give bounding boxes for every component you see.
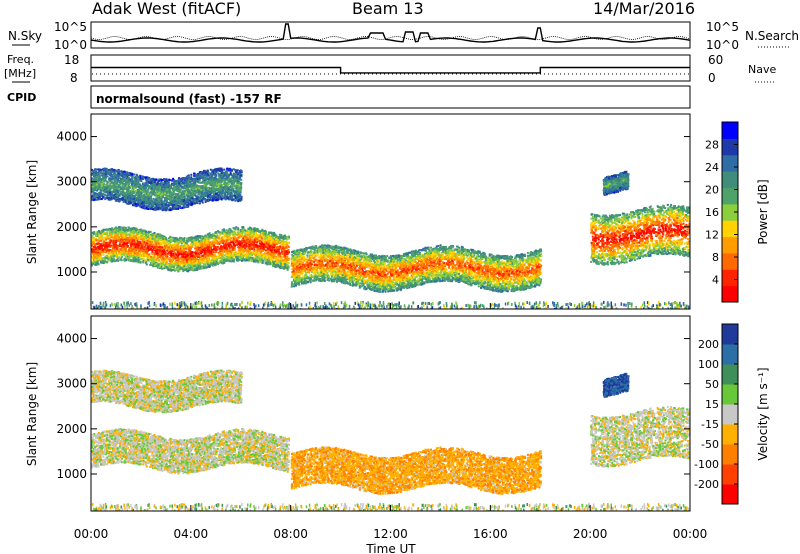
noise-left-label: N.Sky bbox=[8, 29, 42, 43]
cpid-panel-frame bbox=[90, 85, 691, 109]
velocity-yticks: 4000 3000 2000 1000 bbox=[56, 332, 690, 481]
ytick-label: 4000 bbox=[56, 130, 87, 144]
power-colorbar-label: Power [dB] bbox=[756, 179, 770, 244]
colorbar-tick: 16 bbox=[705, 206, 719, 219]
noise-sky-series bbox=[90, 23, 691, 43]
noise-left-tick-high: 10^5 bbox=[54, 20, 87, 34]
date-title: 14/Mar/2016 bbox=[593, 0, 695, 18]
xtick-label: 12:00 bbox=[373, 527, 408, 541]
colorbar-tick: 20 bbox=[705, 184, 719, 197]
noise-right-tick-high: 10^5 bbox=[706, 20, 739, 34]
ytick-label: 1000 bbox=[56, 265, 87, 279]
x-axis-label: Time UT bbox=[365, 542, 416, 554]
station-title: Adak West (fitACF) bbox=[92, 0, 241, 18]
cpid-label: CPID bbox=[7, 91, 36, 104]
nave-label: Nave bbox=[748, 63, 776, 76]
xtick-label: 04:00 bbox=[174, 527, 209, 541]
ytick-label: 3000 bbox=[56, 377, 87, 391]
colorbar-tick: 100 bbox=[698, 358, 719, 371]
beam-title: Beam 13 bbox=[352, 0, 424, 18]
colorbar-tick: -15 bbox=[701, 418, 719, 431]
colorbar-tick: -100 bbox=[694, 458, 719, 471]
colorbar-tick: 4 bbox=[712, 274, 719, 287]
noise-right-label: N.Search bbox=[745, 29, 799, 43]
noise-left-tick-low: 10^0 bbox=[54, 38, 87, 52]
freq-tick-high: 18 bbox=[64, 53, 79, 67]
velocity-colorbar: 200 100 50 15 -15 -50 -100 -200 bbox=[694, 323, 739, 505]
ytick-label: 2000 bbox=[56, 422, 87, 436]
colorbar-tick: 50 bbox=[705, 378, 719, 391]
noise-panel-frame bbox=[90, 21, 691, 49]
velocity-scatter-layer bbox=[91, 369, 690, 511]
xtick-label: 20:00 bbox=[573, 527, 608, 541]
ytick-label: 4000 bbox=[56, 332, 87, 346]
ytick-label: 2000 bbox=[56, 220, 87, 234]
freq-label-line1: Freq. bbox=[7, 53, 34, 66]
velocity-colorbar-label: Velocity [m s⁻¹] bbox=[756, 367, 770, 460]
xtick-label: 00:00 bbox=[673, 527, 708, 541]
colorbar-tick: -50 bbox=[701, 438, 719, 451]
x-axis: 00:00 04:00 08:00 12:00 16:00 20:00 00:00 bbox=[74, 303, 708, 541]
noise-search-series bbox=[90, 36, 691, 40]
freq-tick-low: 8 bbox=[70, 71, 78, 85]
xtick-label: 00:00 bbox=[74, 527, 109, 541]
colorbar-tick: -200 bbox=[694, 478, 719, 491]
ytick-label: 3000 bbox=[56, 175, 87, 189]
colorbar-tick: 8 bbox=[712, 251, 719, 264]
power-yticks: 4000 3000 2000 1000 bbox=[56, 130, 690, 279]
power-ylabel: Slant Range [km] bbox=[25, 160, 39, 264]
frequency-series bbox=[91, 66, 690, 74]
power-scatter-layer bbox=[91, 167, 690, 309]
power-colorbar: 28 24 20 16 12 8 4 bbox=[705, 121, 739, 303]
freq-label-line2: [MHz] bbox=[4, 67, 36, 80]
colorbar-tick: 12 bbox=[705, 229, 719, 242]
colorbar-tick: 24 bbox=[705, 161, 719, 174]
colorbar-tick: 200 bbox=[698, 338, 719, 351]
colorbar-tick: 28 bbox=[705, 139, 719, 152]
xtick-label: 16:00 bbox=[473, 527, 508, 541]
xtick-label: 08:00 bbox=[273, 527, 308, 541]
cpid-text: normalsound (fast) -157 RF bbox=[96, 92, 282, 106]
colorbar-tick: 15 bbox=[705, 398, 719, 411]
velocity-ylabel: Slant Range [km] bbox=[25, 362, 39, 466]
ytick-label: 1000 bbox=[56, 467, 87, 481]
nave-tick-low: 0 bbox=[708, 71, 716, 85]
nave-tick-high: 60 bbox=[708, 53, 723, 67]
noise-right-tick-low: 10^0 bbox=[706, 38, 739, 52]
